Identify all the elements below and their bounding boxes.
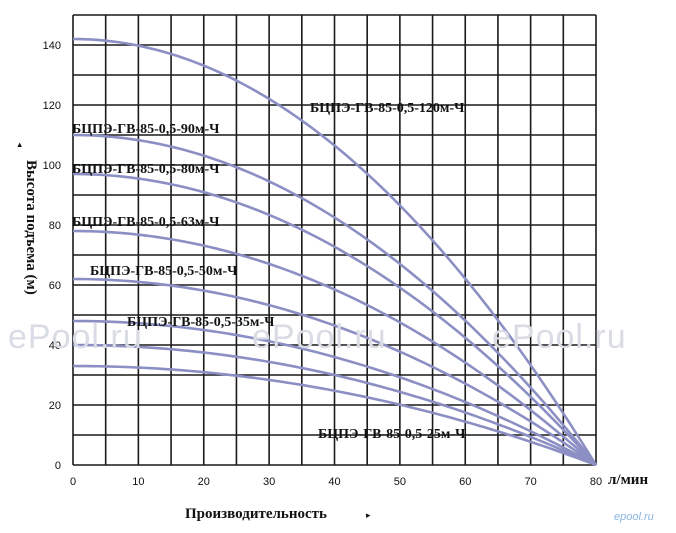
y-axis-title: Высота подъема (м) <box>23 160 39 295</box>
y-tick-label: 40 <box>49 340 61 352</box>
x-tick-label: 70 <box>525 476 537 488</box>
series-label: БЦПЭ-ГВ-85-0,5-80м-Ч <box>72 162 220 177</box>
watermark: ePool.ru <box>8 318 143 356</box>
pump-curve-line <box>72 133 598 466</box>
x-axis-title: Производительность <box>185 506 327 522</box>
series-label: БЦПЭ-ГВ-85-0,5-50м-Ч <box>90 264 238 279</box>
x-tick-label: 80 <box>590 476 602 488</box>
watermark: ePool.ru <box>252 318 387 356</box>
x-axis-arrow-icon: ▸ <box>366 511 371 521</box>
series-label: БЦПЭ-ГВ-85-0,5-25м-Ч <box>318 427 466 442</box>
pump-curve-line <box>72 37 598 466</box>
x-tick-label: 20 <box>198 476 210 488</box>
grid <box>72 14 597 466</box>
y-tick-label: 100 <box>43 160 61 172</box>
y-tick-label: 140 <box>43 40 61 52</box>
pump-curve-line <box>72 229 597 466</box>
pump-curve-line <box>72 172 597 466</box>
y-tick-labels: 0 20 40 60 80 100 120 140 <box>43 40 61 472</box>
watermark: ePool.ru <box>492 318 627 356</box>
y-tick-label: 20 <box>49 400 61 412</box>
x-tick-label: 60 <box>459 476 471 488</box>
pump-curve-line <box>72 343 597 467</box>
y-tick-label: 80 <box>49 220 61 232</box>
y-tick-label: 120 <box>43 100 61 112</box>
x-tick-label: 10 <box>132 476 144 488</box>
series-label: БЦПЭ-ГВ-85-0,5-63м-Ч <box>72 215 220 230</box>
series-labels: БЦПЭ-ГВ-85-0,5-120м-Ч БЦПЭ-ГВ-85-0,5-90м-… <box>72 101 466 442</box>
y-tick-label: 60 <box>49 280 61 292</box>
x-tick-labels: 0 10 20 30 40 50 60 70 80 <box>70 476 602 488</box>
pump-curve-line <box>72 319 597 467</box>
series-label: БЦПЭ-ГВ-85-0,5-120м-Ч <box>310 101 465 116</box>
x-tick-label: 30 <box>263 476 275 488</box>
x-unit-label: л/мин <box>608 472 648 488</box>
site-logo: epool.ru <box>614 511 654 523</box>
pump-curve-line <box>72 277 597 467</box>
series-label: БЦПЭ-ГВ-85-0,5-35м-Ч <box>127 315 275 330</box>
x-tick-label: 0 <box>70 476 76 488</box>
y-tick-label: 0 <box>55 460 61 472</box>
x-tick-label: 40 <box>328 476 340 488</box>
series-label: БЦПЭ-ГВ-85-0,5-90м-Ч <box>72 122 220 137</box>
pump-curve-line <box>72 364 597 467</box>
x-tick-label: 50 <box>394 476 406 488</box>
curves <box>72 37 598 467</box>
y-axis-arrow-icon: ▸ <box>15 142 25 147</box>
